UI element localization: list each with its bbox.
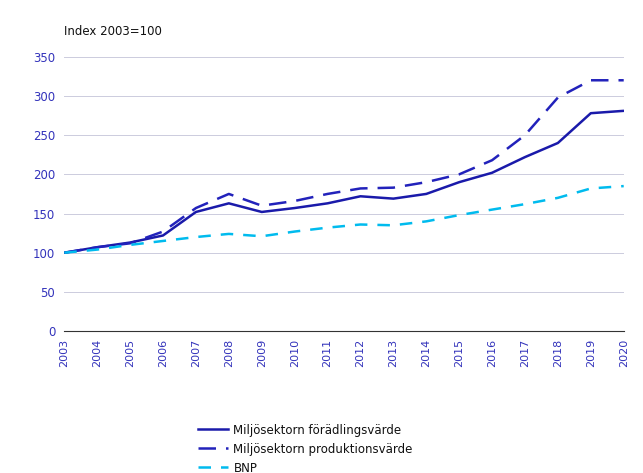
Legend: Miljösektorn förädlingsvärde, Miljösektorn produktionsvärde, BNP: Miljösektorn förädlingsvärde, Miljösekto…	[194, 419, 417, 473]
Text: Index 2003=100: Index 2003=100	[64, 25, 162, 37]
